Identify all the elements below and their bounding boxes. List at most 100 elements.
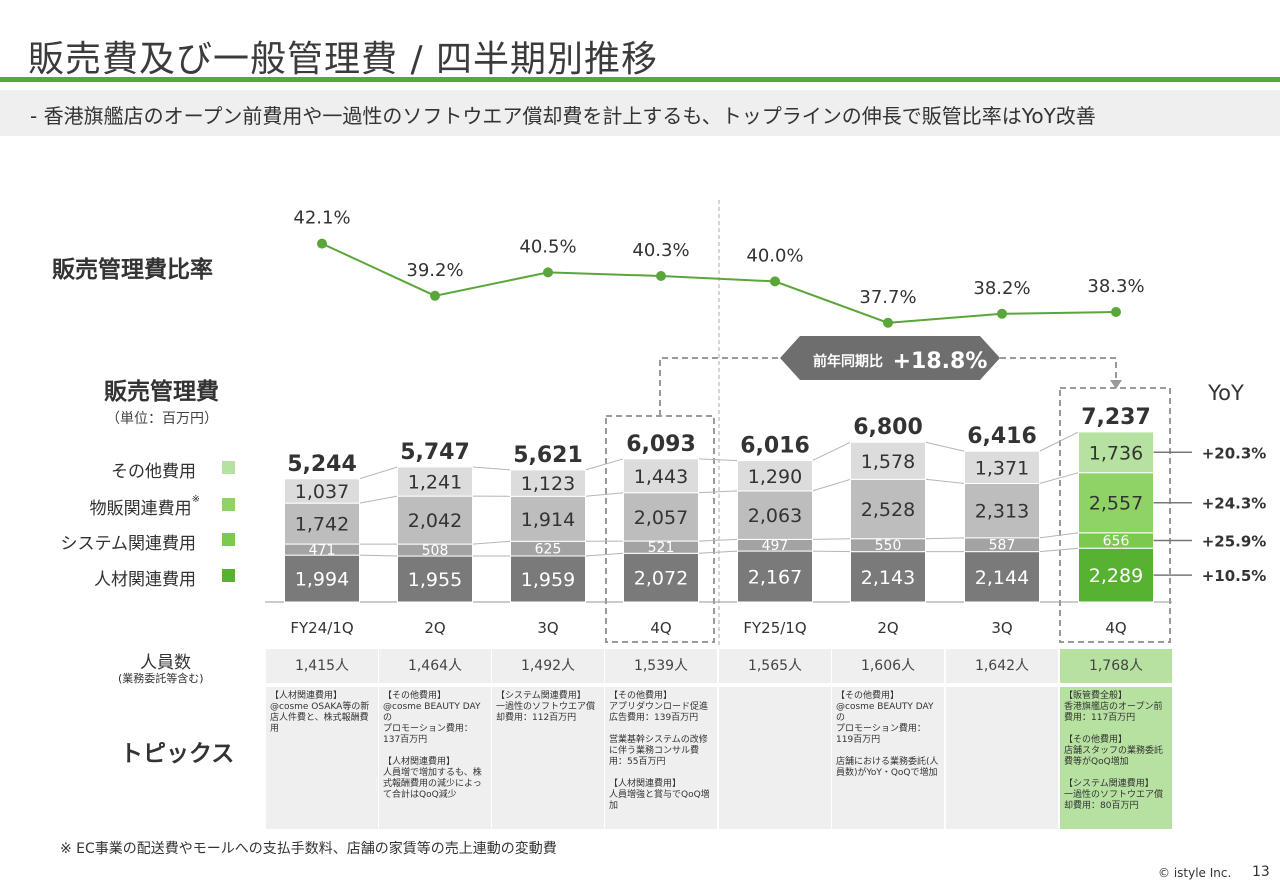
data-label-system: 521 <box>648 540 675 556</box>
topic-cell: 【販管費全般】 香港旗艦店のオープン前費用：117百万円 【その他費用】 店舗ス… <box>1060 687 1172 829</box>
topic-cell: 【その他費用】 @cosme BEAUTY DAYの プロモーション費用：119… <box>832 687 944 829</box>
x-tick-label: 2Q <box>877 619 898 637</box>
data-label-hr: 2,167 <box>748 567 802 589</box>
topic-cell: 【その他費用】 アプリダウンロード促進広告費用：139百万円 営業基幹システムの… <box>605 687 717 829</box>
bar-segment-hr <box>284 554 360 603</box>
x-tick-label: 3Q <box>537 619 558 637</box>
bar-segment-other <box>737 460 813 492</box>
copyright: © istyle Inc. <box>1158 866 1232 880</box>
data-label-hr: 2,289 <box>1089 565 1143 587</box>
unit-label: （単位：百万円） <box>106 411 218 427</box>
data-label-sales: 1,914 <box>521 509 575 531</box>
data-label-system: 656 <box>1103 534 1130 550</box>
topics-label: トピックス <box>120 741 235 767</box>
page-subtitle: - 香港旗艦店のオープン前費用や一過性のソフトウエア償却費を計上するも、トップラ… <box>30 104 1096 128</box>
topic-cell: 【人材関連費用】 @cosme OSAKA等の新店人件費と、株式報酬費用 <box>266 687 378 829</box>
yoy-label-other: +20.3% <box>1202 444 1267 462</box>
legend-label-system: システム関連費用 <box>60 534 197 554</box>
ratio-label: 37.7% <box>859 287 916 308</box>
x-tick-label: 3Q <box>991 619 1012 637</box>
ratio-label: 42.1% <box>293 208 350 229</box>
yoy-label-system: +25.9% <box>1202 533 1267 551</box>
headcount-cell: 1,492人 <box>492 649 604 683</box>
ratio-line-layer: 42.1% 39.2% 40.5% 40.3% 40.0% 37.7% 38.2% 38.3% <box>293 208 1145 328</box>
data-label-other: 1,123 <box>521 473 575 495</box>
data-label-sales: 2,042 <box>408 510 462 532</box>
stacked-bars: 1,994 471 1,742 1,037 5,244 FY24/1Q 1,955 508 2,… <box>284 405 1154 637</box>
ratio-line <box>321 242 1117 324</box>
segment-connector <box>925 441 965 452</box>
yoy-connector-left <box>659 357 778 416</box>
bar-segment-sales <box>737 490 813 540</box>
bar-segment-other <box>284 478 360 504</box>
segment-connector <box>585 458 624 471</box>
headcount-cell: 1,606人 <box>832 649 944 683</box>
data-label-sales: 2,313 <box>975 501 1029 523</box>
bar-segment-hr <box>850 551 926 603</box>
topic-cell <box>719 687 831 829</box>
headcount-cell: 1,565人 <box>719 649 831 683</box>
yoy-callout-badge <box>780 336 1000 380</box>
bar-segment-sales <box>510 495 586 542</box>
segment-connector <box>812 550 851 553</box>
total-label: 6,093 <box>626 432 696 457</box>
segment-connector <box>359 466 398 480</box>
ratio-point <box>997 308 1007 319</box>
ratio-point <box>770 276 780 287</box>
yoy-connector-right <box>1000 357 1117 384</box>
topic-cell <box>946 687 1058 829</box>
x-tick-label: 2Q <box>424 619 445 637</box>
ratio-label: 40.3% <box>632 240 689 261</box>
bar-segment-other <box>510 469 586 497</box>
segment-connector <box>1039 472 1079 484</box>
data-label-sales: 2,063 <box>748 505 802 527</box>
page-title: 販売費及び一般管理費 / 四半期別推移 <box>28 39 659 80</box>
ratio-point <box>1111 307 1121 317</box>
data-label-sales: 2,557 <box>1089 493 1143 515</box>
headcount-cell: 1,415人 <box>266 649 378 683</box>
topic-cell: 【システム関連費用】 一過性のソフトウエア償却費用：112百万円 <box>492 687 604 829</box>
ratio-label: 39.2% <box>406 260 463 281</box>
bar-segment-other <box>964 450 1040 484</box>
total-label: 6,416 <box>967 424 1037 449</box>
subtitle-band <box>0 90 1280 136</box>
legend-label-sales: 物販関連費用※ <box>40 494 200 519</box>
total-label: 6,800 <box>853 415 923 440</box>
data-label-other: 1,443 <box>634 466 688 488</box>
segment-connector <box>698 538 738 542</box>
total-label: 5,747 <box>400 440 470 465</box>
segment-connector <box>812 441 851 462</box>
yoy-connector-arrowhead <box>1110 380 1122 389</box>
data-label-hr: 2,144 <box>975 567 1029 589</box>
yoy-label-hr: +10.5% <box>1202 567 1267 585</box>
bar-segment-hr <box>510 555 586 603</box>
data-label-sales: 1,742 <box>295 514 349 536</box>
segment-connector <box>585 552 624 557</box>
x-tick-label: 4Q <box>1105 619 1126 637</box>
data-label-system: 471 <box>309 543 336 559</box>
total-label: 5,621 <box>513 443 583 468</box>
total-label: 6,016 <box>740 434 810 459</box>
headcount-sublabel: (業務委託等含む) <box>118 672 204 685</box>
segment-connector <box>925 537 965 540</box>
data-label-hr: 1,955 <box>408 569 462 591</box>
data-label-sales: 2,528 <box>861 499 915 521</box>
bar-segment-sales <box>397 495 473 545</box>
bar-segment-hr <box>397 555 473 603</box>
data-label-other: 1,736 <box>1089 442 1143 464</box>
legend-swatch-sales <box>222 498 235 511</box>
legend-swatch-system <box>222 533 235 546</box>
topic-cell: 【その他費用】 @cosme BEAUTY DAYの プロモーション費用：137… <box>379 687 491 829</box>
data-label-system: 550 <box>875 538 902 554</box>
legend-label-hr: 人材関連費用 <box>94 570 196 590</box>
segment-connector <box>698 458 738 462</box>
segment-connector <box>1039 431 1079 452</box>
legend-swatch-hr <box>222 569 235 582</box>
yoy-labels: +10.5% +25.9% +24.3% +20.3% <box>1153 444 1267 585</box>
segment-connector <box>1039 547 1079 553</box>
segment-connector <box>925 478 965 484</box>
bar-segment-sales <box>284 502 360 545</box>
segment-connector <box>698 490 738 494</box>
yoy-callout-value: +18.8% <box>893 349 988 374</box>
bar-segment-hr <box>964 551 1040 603</box>
